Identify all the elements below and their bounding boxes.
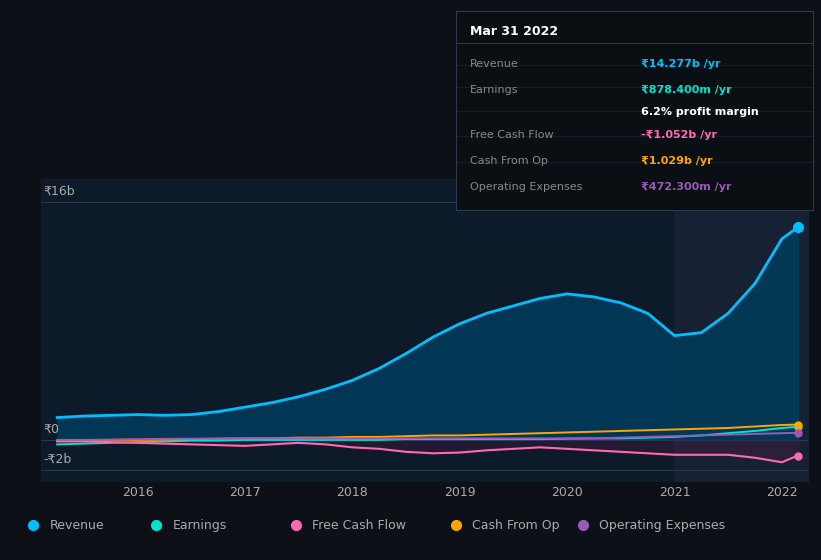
Text: ₹0: ₹0 — [44, 423, 59, 436]
Text: ₹14.277b /yr: ₹14.277b /yr — [641, 59, 721, 69]
Text: -₹1.052b /yr: -₹1.052b /yr — [641, 130, 718, 141]
Text: Mar 31 2022: Mar 31 2022 — [470, 25, 558, 38]
Text: Cash From Op: Cash From Op — [470, 156, 548, 166]
Text: -₹2b: -₹2b — [44, 453, 71, 466]
Text: Free Cash Flow: Free Cash Flow — [470, 130, 553, 141]
Text: ₹472.300m /yr: ₹472.300m /yr — [641, 182, 732, 192]
Text: Revenue: Revenue — [49, 519, 104, 531]
Text: Earnings: Earnings — [470, 85, 518, 95]
Text: Revenue: Revenue — [470, 59, 519, 69]
Text: Operating Expenses: Operating Expenses — [599, 519, 726, 531]
Text: ₹1.029b /yr: ₹1.029b /yr — [641, 156, 713, 166]
Text: Free Cash Flow: Free Cash Flow — [312, 519, 406, 531]
Text: ₹16b: ₹16b — [44, 185, 75, 198]
Text: Operating Expenses: Operating Expenses — [470, 182, 582, 192]
Text: ₹878.400m /yr: ₹878.400m /yr — [641, 85, 732, 95]
Text: Earnings: Earnings — [172, 519, 227, 531]
Text: Cash From Op: Cash From Op — [472, 519, 560, 531]
Bar — [675, 179, 809, 482]
Text: 6.2% profit margin: 6.2% profit margin — [641, 106, 759, 116]
